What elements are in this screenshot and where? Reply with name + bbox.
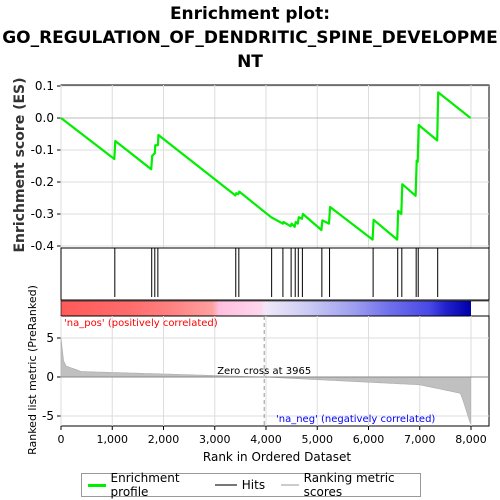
ranking-frame <box>60 315 490 427</box>
x-axis-label: Rank in Ordered Dataset <box>203 450 351 464</box>
x-tick-label: 5,000 <box>302 433 334 446</box>
enrichment-profile-line <box>60 91 472 241</box>
es-tick-label: -0.1 <box>31 143 54 157</box>
es-tick-label: 0.0 <box>35 111 54 125</box>
x-tick-label: 2,000 <box>148 433 180 446</box>
es-tick-label: -0.3 <box>31 207 54 221</box>
x-tick-label: 6,000 <box>353 433 385 446</box>
legend-swatch-profile <box>88 483 106 487</box>
legend-label-profile: Enrichment profile <box>110 471 180 499</box>
legend-swatch-ranking <box>281 484 299 486</box>
rank-colorbar <box>60 300 490 317</box>
legend-item-hits: Hits <box>214 478 266 492</box>
es-tick-label: -0.2 <box>31 175 54 189</box>
axes-text: 0.1 0.0 -0.1 -0.2 -0.3 -0.4 5 0 -5 Zero cross at … <box>12 77 487 464</box>
x-tick-label: 8,000 <box>455 433 487 446</box>
rank-y-axis-label: Ranked list metric (PreRanked) <box>26 285 39 455</box>
es-tick-label: 0.1 <box>35 79 54 93</box>
legend-item-ranking: Ranking metric scores <box>281 471 410 499</box>
pos-corr-label: 'na_pos' (positively correlated) <box>64 318 218 329</box>
rank-tick-label: 5 <box>46 331 54 345</box>
x-tick-label: 3,000 <box>199 433 231 446</box>
legend-item-profile: Enrichment profile <box>88 471 199 499</box>
chart-title-line-1: Enrichment plot: <box>169 4 331 24</box>
x-tick-label: 0 <box>58 433 65 446</box>
x-tick-label: 7,000 <box>404 433 436 446</box>
es-y-axis-label: Enrichment score (ES) <box>12 77 28 252</box>
ranking-panel <box>57 315 490 427</box>
chart-title-line-2: GO_REGULATION_OF_DENDRITIC_SPINE_DEVELOP… <box>2 28 498 48</box>
chart-title-line-3: NT <box>237 52 263 72</box>
rank-tick-label: 0 <box>46 370 54 384</box>
hits-panel <box>60 247 490 301</box>
zero-cross-label: Zero cross at 3965 <box>217 366 311 377</box>
es-plot-frame <box>60 84 490 249</box>
colorbar-band <box>61 301 471 316</box>
es-panel <box>57 84 490 249</box>
x-tick-label: 4,000 <box>250 433 282 446</box>
rank-tick-label: -5 <box>42 409 54 423</box>
legend-label-hits: Hits <box>241 478 266 492</box>
legend-label-ranking: Ranking metric scores <box>303 471 395 499</box>
x-tick-label: 1,000 <box>97 433 129 446</box>
neg-corr-label: 'na_neg' (negatively correlated) <box>276 414 435 425</box>
chart-legend: Enrichment profile Hits Ranking metric s… <box>81 471 421 499</box>
hits-frame <box>60 247 490 301</box>
legend-swatch-hits <box>214 484 237 486</box>
es-tick-label: -0.4 <box>31 239 54 253</box>
